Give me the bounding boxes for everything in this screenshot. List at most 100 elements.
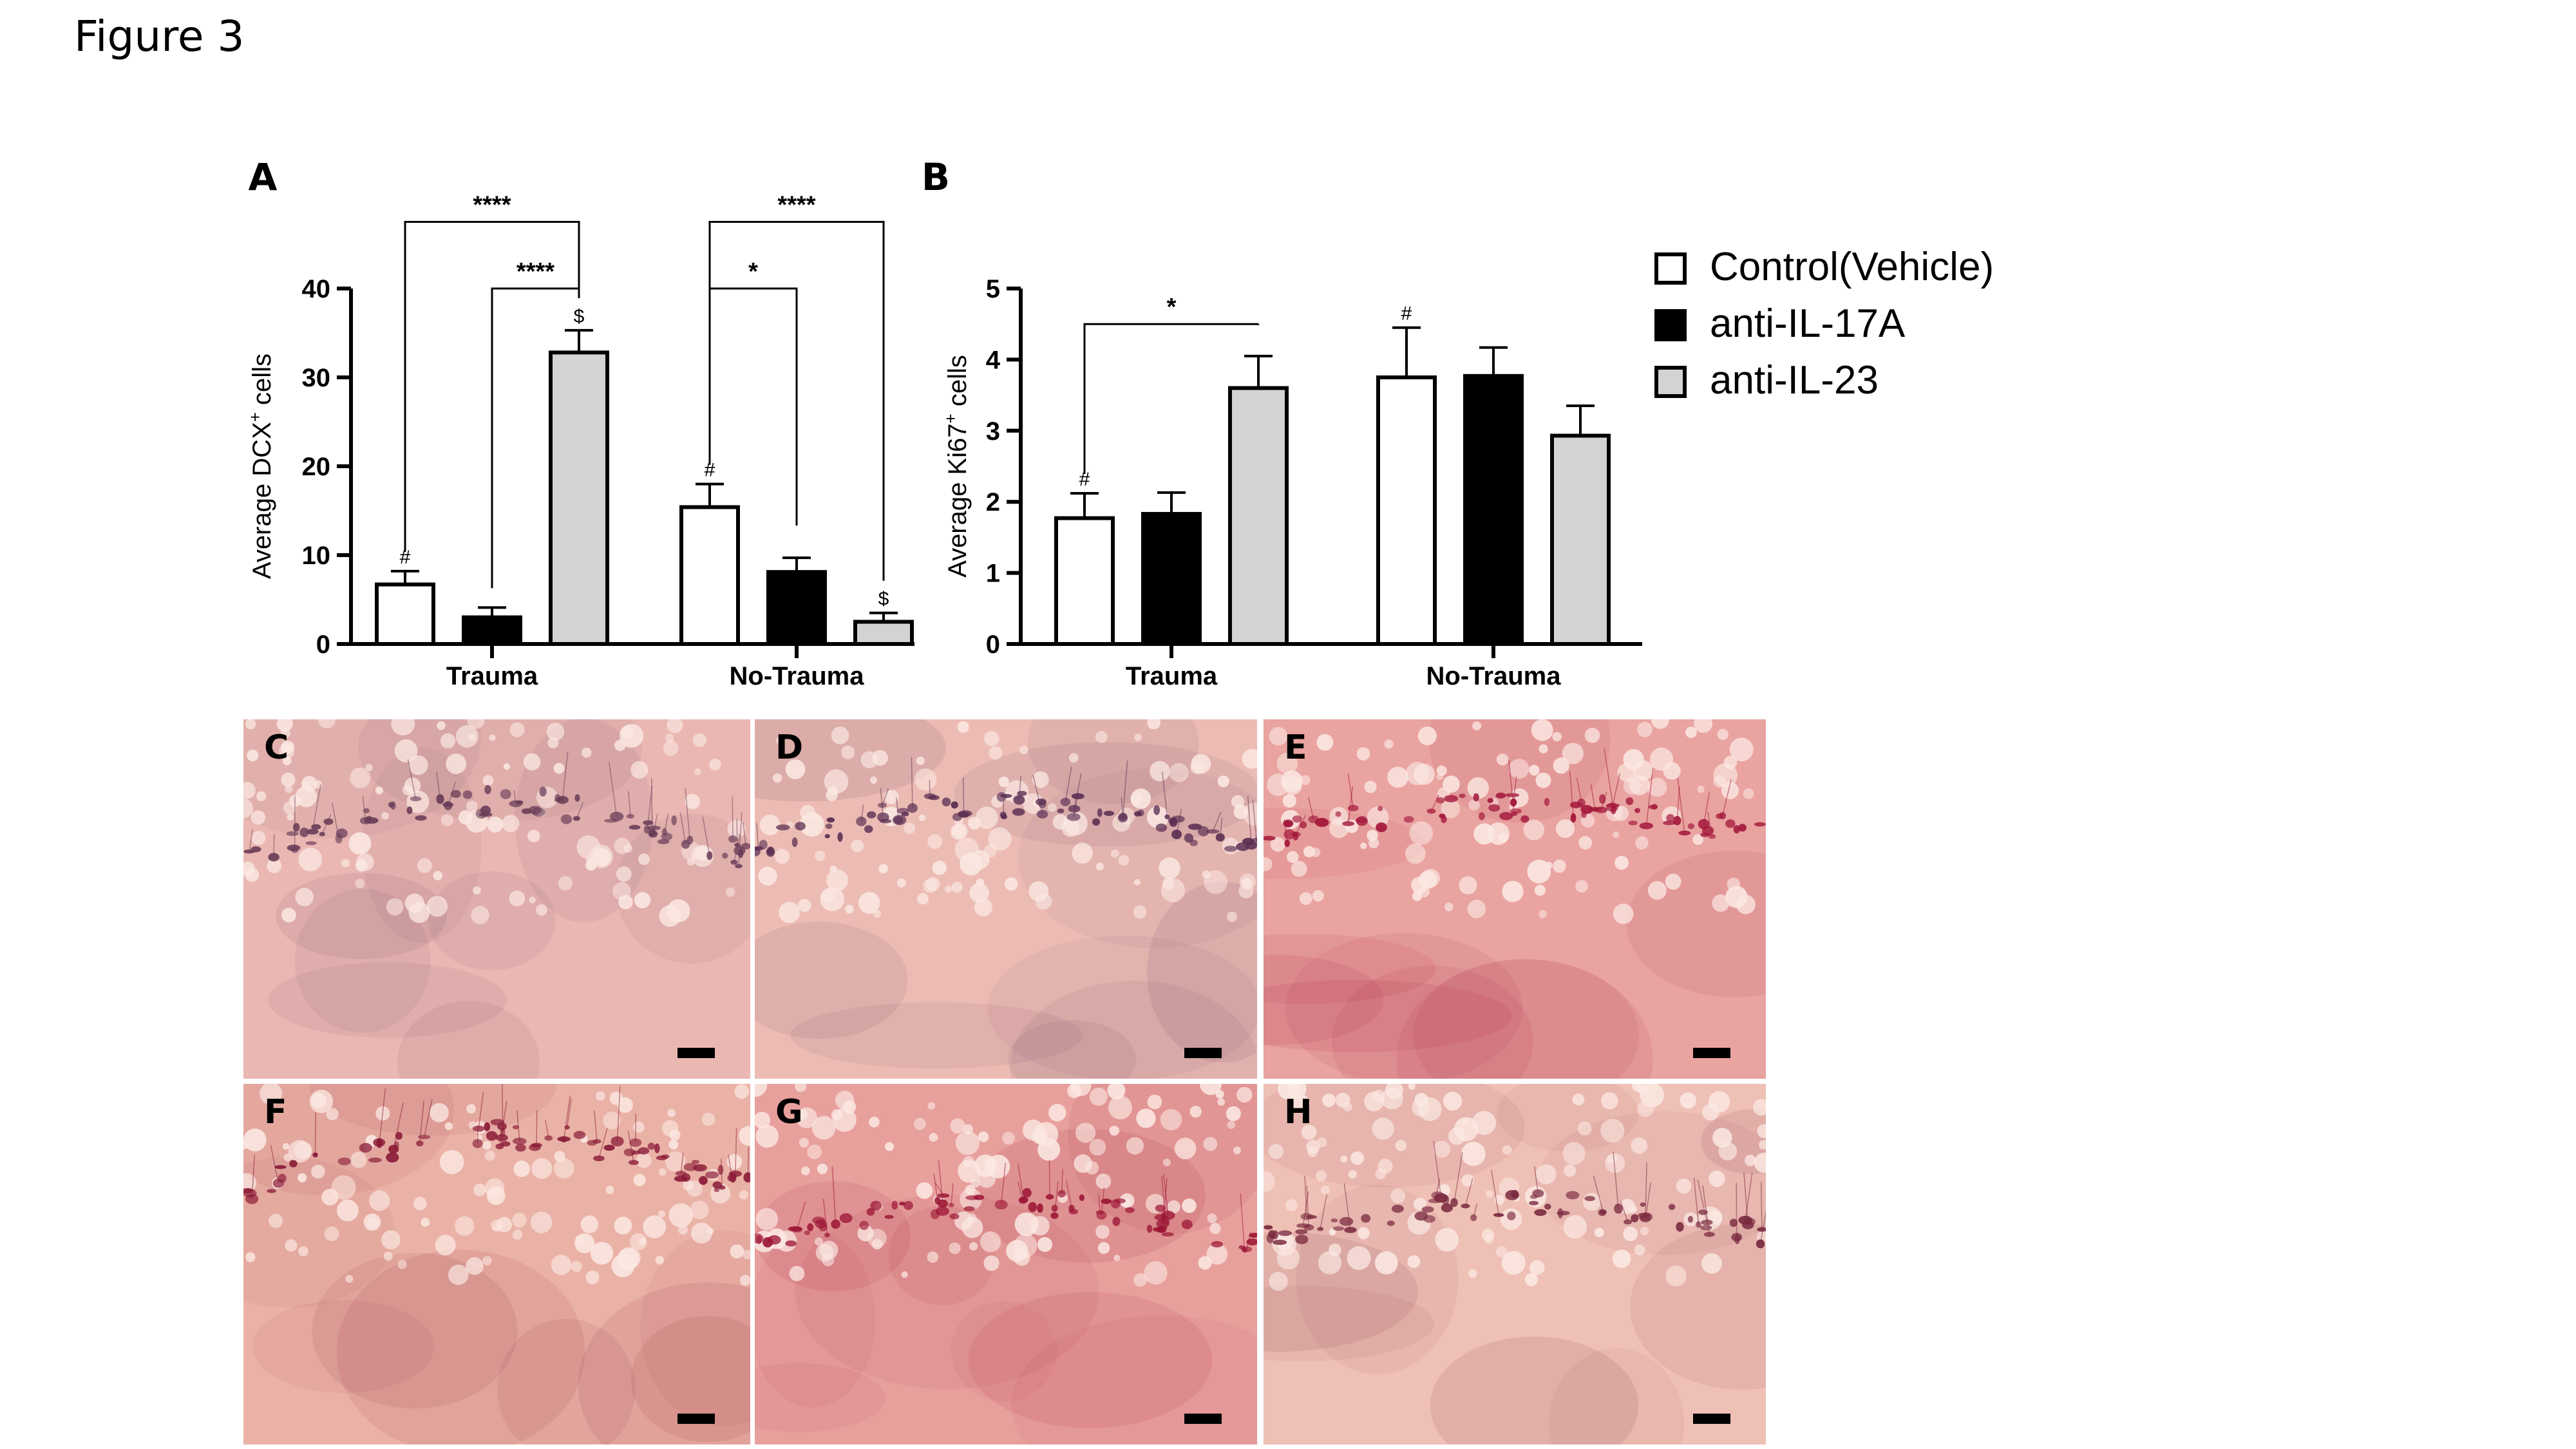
tissue-vacuole — [1694, 719, 1713, 734]
tissue-vacuole — [439, 1150, 464, 1175]
tissue-vacuole — [301, 775, 317, 791]
stained-cell — [1624, 1219, 1633, 1225]
stained-cell — [904, 1200, 913, 1210]
tissue-vacuole — [553, 762, 565, 774]
stained-dendrite — [1600, 791, 1607, 810]
stained-cell — [1488, 804, 1501, 812]
stained-cell — [1634, 808, 1640, 813]
tissue-vacuole — [455, 1216, 475, 1236]
tissue-vacuole — [523, 753, 541, 771]
tissue-vacuole — [927, 1251, 939, 1263]
tissue-vacuole — [530, 1211, 553, 1233]
tissue-vacuole — [283, 800, 297, 815]
stained-cell — [1057, 1189, 1066, 1198]
tissue-vacuole — [1713, 763, 1738, 788]
tissue-patch — [616, 813, 750, 963]
tissue-patch — [1264, 980, 1512, 1052]
stained-cell — [1450, 1198, 1458, 1208]
tissue-vacuole — [1617, 762, 1636, 782]
tissue-vacuole — [243, 782, 256, 799]
tissue-vacuole — [860, 751, 878, 769]
tissue-patch — [640, 1230, 750, 1426]
tissue-vacuole — [1412, 1098, 1430, 1117]
stained-dendrite — [951, 1183, 954, 1206]
tissue-vacuole — [774, 849, 790, 864]
stained-dendrite — [1593, 1175, 1604, 1213]
legend-swatch — [1654, 366, 1687, 398]
stained-cell — [1291, 831, 1301, 837]
tissue-vacuole — [927, 1102, 936, 1110]
stained-cell — [1295, 1235, 1309, 1245]
stained-dendrite — [1163, 1173, 1169, 1216]
tissue-patch — [630, 1316, 750, 1443]
tissue-vacuole — [1501, 1251, 1526, 1275]
bar — [375, 582, 435, 646]
significance-mark: $ — [574, 306, 585, 327]
stained-cell — [306, 828, 319, 835]
stained-cell — [973, 1195, 985, 1200]
stained-cell — [1181, 1219, 1193, 1229]
tissue-vacuole — [440, 813, 454, 827]
stained-cell — [699, 1176, 708, 1185]
stained-cell — [1473, 793, 1479, 802]
tissue-vacuole — [321, 1188, 339, 1206]
stained-cell — [728, 835, 737, 843]
stained-dendrite — [929, 780, 931, 797]
tissue-vacuole — [455, 725, 478, 748]
tissue-vacuole — [269, 1213, 283, 1228]
tissue-vacuole — [381, 1230, 401, 1250]
tissue-vacuole — [692, 733, 707, 747]
tissue-vacuole — [1072, 842, 1093, 864]
tissue-vacuole — [251, 810, 265, 825]
tissue-vacuole — [1074, 1154, 1092, 1173]
stained-dendrite — [685, 788, 691, 840]
tissue-vacuole — [1531, 719, 1553, 741]
stained-cell — [1284, 839, 1291, 848]
tissue-vacuole — [755, 1112, 771, 1129]
stained-cell — [942, 797, 951, 807]
stained-cell — [755, 1235, 762, 1244]
scale-bar — [677, 1414, 715, 1424]
tissue-vacuole — [1159, 857, 1180, 879]
tissue-vacuole — [1444, 902, 1454, 911]
y-tick-label: 4 — [986, 346, 1001, 374]
tissue-vacuole — [509, 890, 526, 907]
tissue-vacuole — [896, 878, 906, 887]
y-tick-label: 1 — [986, 560, 1000, 588]
stained-cell — [1238, 1245, 1245, 1249]
tissue-vacuole — [1356, 747, 1370, 761]
tissue-vacuole — [815, 850, 826, 862]
stained-cell — [1344, 1227, 1357, 1233]
stained-cell — [1587, 807, 1602, 811]
tissue-vacuole — [1095, 731, 1108, 743]
stained-cell — [1529, 1200, 1539, 1206]
tissue-vacuole — [1286, 1084, 1307, 1099]
tissue-vacuole — [1563, 1215, 1587, 1239]
stained-cell — [1639, 1212, 1653, 1222]
tissue-vacuole — [1409, 821, 1434, 845]
stained-cell — [1499, 811, 1513, 820]
stained-cell — [864, 825, 873, 833]
stained-cell — [628, 1160, 639, 1165]
tissue-vacuole — [799, 1137, 809, 1148]
tissue-vacuole — [951, 882, 963, 893]
stained-cell — [1703, 1231, 1716, 1237]
tissue-vacuole — [683, 1180, 694, 1191]
tissue-vacuole — [975, 806, 998, 829]
stained-cell — [630, 1150, 641, 1155]
tissue-vacuole — [1347, 1245, 1371, 1271]
tissue-vacuole — [1227, 1121, 1236, 1129]
tissue-vacuole — [949, 1242, 961, 1255]
stained-cell — [1079, 1194, 1085, 1202]
stained-cell — [1050, 1212, 1059, 1219]
stained-cell — [649, 829, 656, 837]
stained-cell — [675, 1171, 687, 1177]
stained-cell — [1292, 815, 1302, 823]
tissue-vacuole — [1584, 728, 1600, 743]
stained-cell — [364, 817, 379, 824]
stained-cell — [1296, 1223, 1310, 1228]
stained-cell — [1000, 793, 1012, 799]
tissue-vacuole — [1203, 1137, 1218, 1151]
tissue-vacuole — [1264, 1171, 1275, 1192]
tissue-vacuole — [955, 1131, 980, 1155]
